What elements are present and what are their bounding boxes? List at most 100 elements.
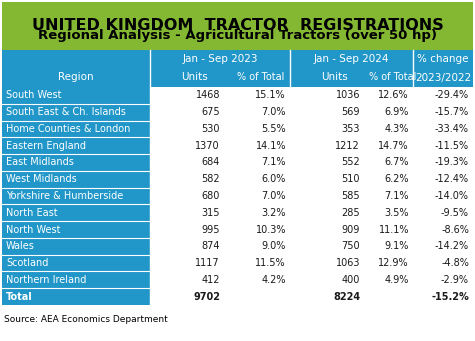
- Bar: [2, 221, 150, 238]
- Text: 6.9%: 6.9%: [385, 107, 409, 117]
- Bar: [150, 271, 473, 288]
- Text: 8224: 8224: [333, 292, 360, 302]
- Text: 11.5%: 11.5%: [256, 258, 286, 268]
- Text: Scotland: Scotland: [6, 258, 48, 268]
- Text: -4.8%: -4.8%: [441, 258, 469, 268]
- Text: Units: Units: [321, 73, 347, 83]
- Text: -15.2%: -15.2%: [431, 292, 469, 302]
- Text: -11.5%: -11.5%: [435, 141, 469, 151]
- Text: 582: 582: [201, 174, 220, 184]
- Text: -12.4%: -12.4%: [435, 174, 469, 184]
- Text: 1117: 1117: [195, 258, 220, 268]
- Text: 1063: 1063: [335, 258, 360, 268]
- Text: 7.1%: 7.1%: [384, 191, 409, 201]
- Bar: [2, 87, 150, 104]
- Text: -2.9%: -2.9%: [441, 275, 469, 285]
- Text: 6.0%: 6.0%: [262, 174, 286, 184]
- Text: 14.7%: 14.7%: [379, 141, 409, 151]
- Text: Yorkshire & Humberside: Yorkshire & Humberside: [6, 191, 123, 201]
- Bar: [150, 120, 473, 137]
- Bar: [2, 50, 473, 68]
- Bar: [150, 204, 473, 221]
- Bar: [2, 137, 150, 154]
- Text: 684: 684: [201, 158, 220, 167]
- Text: 510: 510: [342, 174, 360, 184]
- Text: 995: 995: [201, 224, 220, 235]
- Text: 3.2%: 3.2%: [262, 208, 286, 218]
- Text: -9.5%: -9.5%: [441, 208, 469, 218]
- Text: 7.0%: 7.0%: [262, 107, 286, 117]
- Text: 680: 680: [201, 191, 220, 201]
- Bar: [150, 188, 473, 204]
- Text: Jan - Sep 2024: Jan - Sep 2024: [314, 54, 389, 64]
- Text: 9.0%: 9.0%: [262, 241, 286, 251]
- Text: 1370: 1370: [195, 141, 220, 151]
- Text: -19.3%: -19.3%: [435, 158, 469, 167]
- Text: 10.3%: 10.3%: [256, 224, 286, 235]
- Bar: [150, 154, 473, 171]
- Bar: [2, 204, 150, 221]
- Text: 1036: 1036: [335, 90, 360, 100]
- Bar: [2, 154, 150, 171]
- Text: % change: % change: [417, 54, 469, 64]
- Bar: [150, 87, 473, 104]
- Text: 675: 675: [201, 107, 220, 117]
- Bar: [150, 288, 473, 305]
- Text: 3.5%: 3.5%: [384, 208, 409, 218]
- Text: 315: 315: [201, 208, 220, 218]
- Text: Units: Units: [180, 73, 208, 83]
- Bar: [2, 238, 150, 255]
- Text: UNITED KINGDOM  TRACTOR  REGISTRATIONS: UNITED KINGDOM TRACTOR REGISTRATIONS: [32, 18, 443, 33]
- Text: 353: 353: [342, 124, 360, 134]
- Bar: [2, 68, 473, 87]
- Bar: [2, 255, 150, 271]
- Text: 4.2%: 4.2%: [262, 275, 286, 285]
- Text: East Midlands: East Midlands: [6, 158, 74, 167]
- Text: West Midlands: West Midlands: [6, 174, 77, 184]
- Text: 6.7%: 6.7%: [384, 158, 409, 167]
- Text: 400: 400: [342, 275, 360, 285]
- Text: 15.1%: 15.1%: [256, 90, 286, 100]
- Text: North West: North West: [6, 224, 60, 235]
- Bar: [150, 104, 473, 120]
- Text: Source: AEA Economics Department: Source: AEA Economics Department: [4, 315, 168, 325]
- Text: 909: 909: [342, 224, 360, 235]
- Text: 12.6%: 12.6%: [379, 90, 409, 100]
- Text: Jan - Sep 2023: Jan - Sep 2023: [182, 54, 258, 64]
- Text: 12.9%: 12.9%: [379, 258, 409, 268]
- Text: Region: Region: [58, 73, 94, 83]
- Text: 530: 530: [201, 124, 220, 134]
- Bar: [2, 120, 150, 137]
- Text: -8.6%: -8.6%: [441, 224, 469, 235]
- Text: South West: South West: [6, 90, 61, 100]
- Text: 569: 569: [342, 107, 360, 117]
- Bar: [150, 238, 473, 255]
- Text: 1212: 1212: [335, 141, 360, 151]
- Bar: [150, 255, 473, 271]
- Text: Eastern England: Eastern England: [6, 141, 86, 151]
- Text: Wales: Wales: [6, 241, 35, 251]
- Text: Home Counties & London: Home Counties & London: [6, 124, 130, 134]
- Bar: [2, 271, 150, 288]
- Text: 9702: 9702: [193, 292, 220, 302]
- Text: 5.5%: 5.5%: [261, 124, 286, 134]
- Bar: [2, 188, 150, 204]
- Text: 874: 874: [201, 241, 220, 251]
- Text: 4.3%: 4.3%: [385, 124, 409, 134]
- Text: 2023/2022: 2023/2022: [415, 73, 471, 83]
- Text: -15.7%: -15.7%: [435, 107, 469, 117]
- Text: 7.0%: 7.0%: [262, 191, 286, 201]
- Bar: [2, 104, 150, 120]
- Text: -14.2%: -14.2%: [435, 241, 469, 251]
- Text: 750: 750: [342, 241, 360, 251]
- Bar: [150, 171, 473, 188]
- Text: % of Total: % of Total: [369, 73, 416, 83]
- Text: 9.1%: 9.1%: [385, 241, 409, 251]
- Text: 11.1%: 11.1%: [379, 224, 409, 235]
- Text: 14.1%: 14.1%: [256, 141, 286, 151]
- Bar: [2, 2, 473, 50]
- Text: 1468: 1468: [196, 90, 220, 100]
- Text: -33.4%: -33.4%: [435, 124, 469, 134]
- Text: Northern Ireland: Northern Ireland: [6, 275, 86, 285]
- Text: 585: 585: [342, 191, 360, 201]
